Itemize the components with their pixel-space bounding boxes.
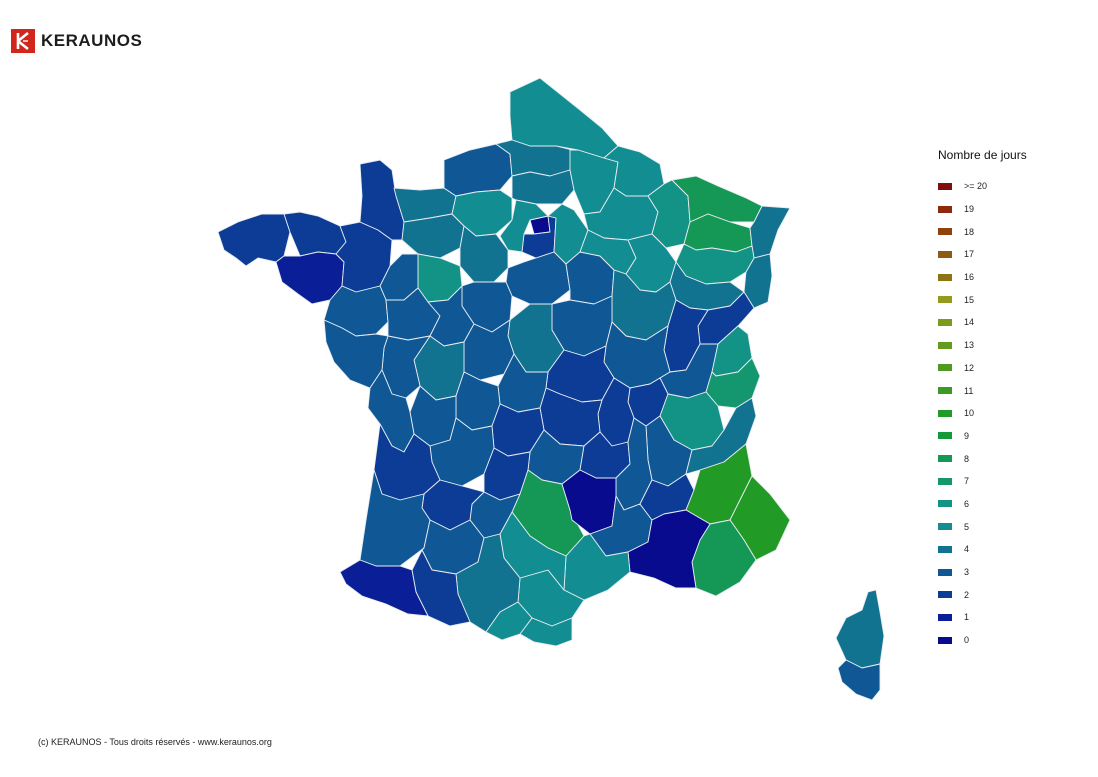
legend: Nombre de jours >= 20 19 18 17 16 15 14 13 12 11 1… xyxy=(938,148,1068,651)
legend-swatch xyxy=(938,318,952,326)
legend-swatch xyxy=(938,613,952,621)
region-haute-corse xyxy=(835,589,885,669)
legend-label: 0 xyxy=(964,635,970,646)
legend-swatch xyxy=(938,273,952,281)
region-eure xyxy=(451,189,513,237)
region-bouches-du-rhone xyxy=(627,509,711,589)
legend-label: 12 xyxy=(964,362,975,373)
legend-item: 3 xyxy=(938,561,1068,584)
legend-item: 13 xyxy=(938,334,1068,357)
legend-label: 5 xyxy=(964,521,970,532)
copyright-text: (c) KERAUNOS - Tous droits réservés - ww… xyxy=(38,737,272,747)
legend-label: 11 xyxy=(964,385,974,396)
region-loiret xyxy=(505,251,571,305)
legend-swatch xyxy=(938,477,952,485)
legend-item: 7 xyxy=(938,470,1068,493)
legend-label: 18 xyxy=(964,226,975,237)
legend-swatch xyxy=(938,545,952,553)
legend-item: 9 xyxy=(938,425,1068,448)
region-hautes-alpes xyxy=(685,397,757,475)
region-pyrenees-orientales xyxy=(519,617,573,647)
legend-label: 14 xyxy=(964,317,975,328)
legend-label: 9 xyxy=(964,430,970,441)
legend-item: 0 xyxy=(938,629,1068,652)
legend-swatch xyxy=(938,387,952,395)
legend-item: 1 xyxy=(938,606,1068,629)
brand-name: KERAUNOS xyxy=(41,31,143,50)
legend-title: Nombre de jours xyxy=(938,148,1027,162)
legend-item: 15 xyxy=(938,288,1068,311)
legend-item: >= 20 xyxy=(938,175,1068,198)
region-vendee xyxy=(323,319,389,389)
legend-swatch xyxy=(938,182,952,190)
legend-item: 8 xyxy=(938,447,1068,470)
legend-swatch xyxy=(938,500,952,508)
region-savoie xyxy=(705,357,761,409)
region-haut-rhin xyxy=(743,253,773,309)
legend-swatch xyxy=(938,409,952,417)
legend-label: 15 xyxy=(964,294,975,305)
legend-label: 16 xyxy=(964,272,975,283)
legend-label: 4 xyxy=(964,544,970,555)
legend-item: 16 xyxy=(938,266,1068,289)
legend-item: 4 xyxy=(938,538,1068,561)
region-yvelines xyxy=(499,199,549,253)
region-orne xyxy=(401,213,465,259)
legend-swatch xyxy=(938,250,952,258)
brand: KERAUNOS xyxy=(11,29,142,53)
legend-label: 3 xyxy=(964,567,970,578)
legend-item: 6 xyxy=(938,493,1068,516)
region-corse-du-sud xyxy=(837,659,881,701)
region-oise xyxy=(511,169,575,205)
legend-swatch xyxy=(938,341,952,349)
region-eure-et-loir xyxy=(459,225,509,283)
legend-item: 19 xyxy=(938,198,1068,221)
legend-label: 1 xyxy=(964,612,970,623)
legend-label: 13 xyxy=(964,340,975,351)
region-pyrenees-atlantiques xyxy=(339,559,429,617)
region-seine-maritime xyxy=(443,143,513,197)
legend-label: 6 xyxy=(964,498,970,509)
legend-item: 11 xyxy=(938,379,1068,402)
region-ariege xyxy=(485,601,533,641)
legend-swatch xyxy=(938,205,952,213)
legend-item: 17 xyxy=(938,243,1068,266)
legend-label: 7 xyxy=(964,476,970,487)
legend-item: 10 xyxy=(938,402,1068,425)
legend-swatch xyxy=(938,455,952,463)
legend-swatch xyxy=(938,591,952,599)
legend-list: >= 20 19 18 17 16 15 14 13 12 11 10 9 8 7 6 5 4 3 2 1 0 xyxy=(938,175,1068,651)
region-finistere xyxy=(217,213,291,267)
legend-label: 10 xyxy=(964,408,975,419)
legend-label: >= 20 xyxy=(964,181,988,192)
legend-item: 14 xyxy=(938,311,1068,334)
legend-swatch xyxy=(938,636,952,644)
legend-item: 18 xyxy=(938,220,1068,243)
legend-label: 8 xyxy=(964,453,970,464)
legend-swatch xyxy=(938,364,952,372)
legend-item: 12 xyxy=(938,357,1068,380)
legend-item: 2 xyxy=(938,583,1068,606)
legend-label: 17 xyxy=(964,249,975,260)
legend-swatch xyxy=(938,568,952,576)
legend-label: 2 xyxy=(964,589,970,600)
region-cotes-d-armor xyxy=(283,211,347,257)
legend-label: 19 xyxy=(964,204,975,215)
legend-swatch xyxy=(938,523,952,531)
legend-item: 5 xyxy=(938,515,1068,538)
legend-swatch xyxy=(938,228,952,236)
legend-swatch xyxy=(938,296,952,304)
keraunos-logo-icon xyxy=(11,29,35,53)
legend-swatch xyxy=(938,432,952,440)
